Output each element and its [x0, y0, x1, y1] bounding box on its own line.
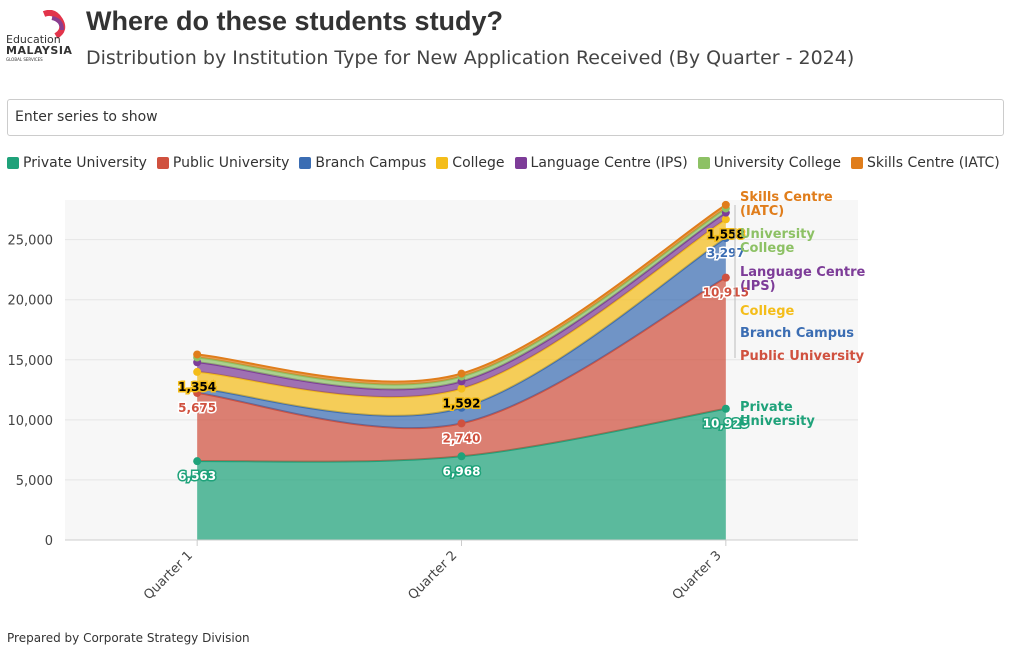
- logo-text: GLOBAL SERVICES: [6, 57, 43, 62]
- data-label: 6,968: [443, 464, 481, 478]
- legend-swatch: [156, 157, 169, 169]
- legend-swatch: [299, 157, 312, 169]
- legend-item[interactable]: Skills Centre (IATC): [851, 155, 1000, 171]
- footer: Prepared by Corporate Strategy Division: [7, 631, 250, 645]
- y-tick-label: 5,000: [16, 474, 53, 489]
- data-label: 1,354: [178, 380, 216, 394]
- data-label: 10,915: [703, 286, 749, 300]
- point: [457, 403, 466, 412]
- point: [457, 452, 466, 461]
- legend-item[interactable]: Private University: [7, 155, 147, 171]
- point: [193, 350, 202, 359]
- legend-label: Skills Centre (IATC): [867, 155, 1000, 171]
- legend: Private University Public University Branc…: [7, 155, 1000, 171]
- legend-label: Private University: [23, 155, 147, 171]
- area: [197, 212, 726, 398]
- area: [197, 219, 726, 416]
- legend-swatch: [851, 157, 864, 169]
- y-tick-label: 20,000: [8, 294, 54, 309]
- y-tick-label: 10,000: [8, 414, 54, 429]
- area: [197, 277, 726, 462]
- end-label: College: [740, 304, 795, 319]
- legend-label: College: [452, 155, 505, 171]
- point: [457, 384, 466, 393]
- logo: Education MALAYSIA GLOBAL SERVICES: [6, 9, 82, 66]
- legend-swatch: [7, 157, 19, 169]
- data-label: 1,592: [443, 397, 481, 411]
- point: [721, 200, 730, 209]
- legend-item[interactable]: College: [436, 155, 505, 171]
- legend-swatch: [697, 157, 710, 169]
- data-label: 6,563: [178, 469, 216, 483]
- y-tick-label: 15,000: [8, 354, 54, 369]
- point: [721, 215, 730, 224]
- area: [197, 238, 726, 429]
- point: [193, 384, 202, 393]
- end-label: Language Centre (IPS): [740, 265, 866, 294]
- legend-swatch: [514, 157, 527, 169]
- legend-item[interactable]: University College: [697, 155, 842, 171]
- point: [721, 273, 730, 282]
- area: [197, 408, 726, 540]
- data-label: 10,925: [703, 417, 749, 431]
- point: [457, 419, 466, 428]
- point: [721, 234, 730, 243]
- point: [193, 457, 202, 466]
- data-label: 2,740: [443, 431, 481, 445]
- point: [721, 404, 730, 413]
- legend-swatch: [436, 157, 449, 169]
- end-label: Branch Campus: [740, 326, 854, 341]
- chart: 0 5,000 10,000 15,000 20,000 25,000 6,563 6,968…: [8, 200, 858, 603]
- legend-item[interactable]: Branch Campus: [299, 155, 426, 171]
- end-label: Skills Centre (IATC): [740, 190, 833, 219]
- x-tick-label: Quarter 3: [670, 548, 725, 603]
- data-label: 5,675: [178, 401, 216, 415]
- logo-mark: [42, 9, 66, 39]
- point: [457, 369, 466, 378]
- legend-label: Branch Campus: [315, 155, 427, 171]
- legend-label: Public University: [172, 155, 290, 171]
- x-tick-label: Quarter 1: [141, 548, 196, 603]
- legend-item[interactable]: Language Centre (IPS): [514, 155, 688, 171]
- x-tick-label: Quarter 2: [405, 548, 460, 603]
- end-label: Public University: [740, 349, 865, 364]
- logo-text: MALAYSIA: [6, 44, 73, 57]
- end-label: University College: [740, 227, 815, 256]
- logo-text: Education: [6, 33, 61, 46]
- legend-label: University College: [713, 155, 842, 171]
- end-label: Private University: [740, 400, 815, 429]
- point: [193, 367, 202, 376]
- subtitle: Distribution by Institution Type for New…: [86, 47, 855, 69]
- search-input[interactable]: Enter series to show: [7, 99, 1004, 136]
- legend-item[interactable]: Public University: [156, 155, 290, 171]
- title: Where do these students study?: [86, 6, 504, 36]
- legend-label: Language Centre (IPS): [530, 155, 688, 171]
- y-tick-label: 25,000: [8, 234, 54, 249]
- y-tick-label: 0: [45, 534, 53, 549]
